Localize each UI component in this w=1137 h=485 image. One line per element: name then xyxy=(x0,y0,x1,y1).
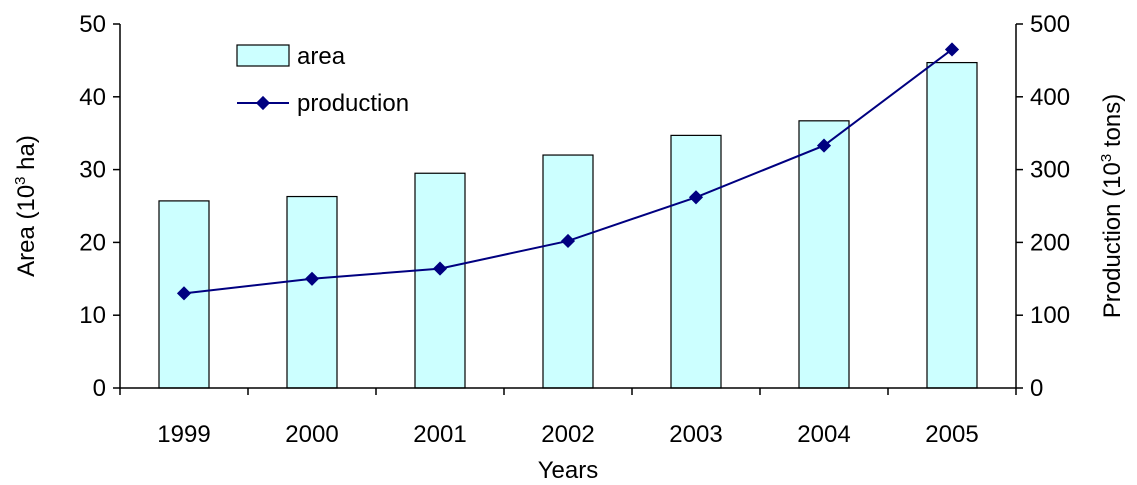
right-axis-ticks: 0 100 200 300 400 500 xyxy=(1016,11,1070,402)
left-axis-ticks: 0 10 20 30 40 50 xyxy=(79,11,120,402)
right-axis-title-sup: 3 xyxy=(1098,154,1115,162)
legend-area-label: area xyxy=(297,43,346,70)
legend-production-label: production xyxy=(297,90,409,117)
x-axis-ticks: 1999 2000 2001 2002 2003 2004 2005 xyxy=(119,388,1017,448)
x-tick-label: 2003 xyxy=(669,421,722,448)
right-tick-label: 500 xyxy=(1030,11,1070,38)
right-tick-label: 0 xyxy=(1030,375,1043,402)
bar-2004 xyxy=(798,120,850,389)
right-tick-label: 200 xyxy=(1030,229,1070,256)
left-axis-title-base: Area (10 xyxy=(13,185,40,277)
bar-2000 xyxy=(286,195,338,389)
bar-2002 xyxy=(542,154,594,389)
bar-2005 xyxy=(926,61,978,389)
x-tick-label: 2005 xyxy=(925,421,978,448)
right-axis-title-base: Production (10 xyxy=(1099,162,1126,318)
x-tick-label: 2004 xyxy=(797,421,850,448)
bars xyxy=(158,61,978,389)
left-axis-title-rest: ha) xyxy=(13,135,40,176)
left-tick-label: 20 xyxy=(79,229,106,256)
x-tick-label: 1999 xyxy=(157,421,210,448)
production-point-2005 xyxy=(944,42,960,57)
legend: area production xyxy=(236,43,409,117)
legend-area-swatch xyxy=(236,44,290,67)
bar-2001 xyxy=(414,172,466,389)
right-axis-title: Production (103 tons) xyxy=(1098,94,1126,318)
x-tick-label: 2000 xyxy=(285,421,338,448)
left-tick-label: 40 xyxy=(79,84,106,111)
legend-production-marker xyxy=(255,95,271,111)
production-point-2004 xyxy=(816,138,832,153)
right-tick-label: 400 xyxy=(1030,84,1070,111)
left-axis-title-sup: 3 xyxy=(12,176,29,184)
left-tick-label: 30 xyxy=(79,157,106,184)
production-point-2001 xyxy=(432,261,448,276)
x-axis-title: Years xyxy=(538,457,599,484)
left-tick-label: 0 xyxy=(93,375,106,402)
left-axis-title: Area (103 ha) xyxy=(12,135,40,277)
right-axis-title-rest: tons) xyxy=(1099,94,1126,154)
right-tick-label: 300 xyxy=(1030,157,1070,184)
bar-2003 xyxy=(670,134,722,389)
left-tick-label: 50 xyxy=(79,11,106,38)
production-point-2002 xyxy=(560,233,576,249)
x-tick-label: 2002 xyxy=(541,421,594,448)
right-tick-label: 100 xyxy=(1030,302,1070,329)
production-point-1999 xyxy=(176,286,192,301)
x-tick-label: 2001 xyxy=(413,421,466,448)
left-tick-label: 10 xyxy=(79,302,106,329)
production-point-2003 xyxy=(688,190,704,205)
production-line-group xyxy=(176,42,960,301)
production-point-2000 xyxy=(304,271,320,286)
